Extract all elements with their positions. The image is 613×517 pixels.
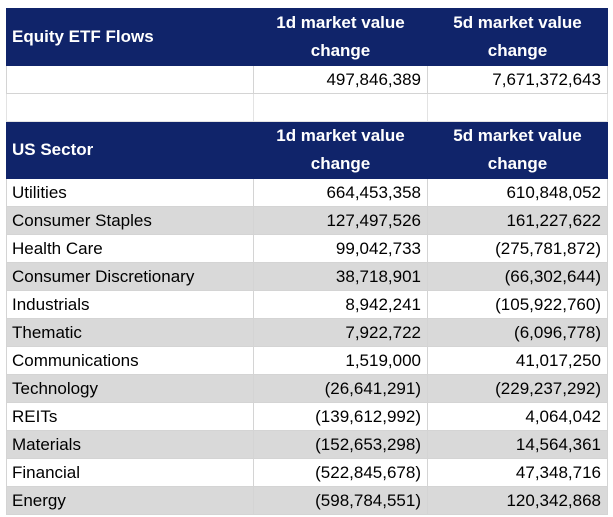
sector-header-1d-line1: 1d market value: [276, 126, 405, 145]
table-row: Financial (522,845,678) 47,348,716: [6, 458, 608, 487]
equity-header-1d-line1: 1d market value: [276, 13, 405, 32]
sector-1d-cell[interactable]: 7,922,722: [253, 318, 428, 347]
sector-name-cell[interactable]: Energy: [6, 486, 254, 515]
sector-5d-cell[interactable]: 47,348,716: [427, 458, 608, 487]
sector-name-cell[interactable]: Consumer Discretionary: [6, 262, 254, 291]
table-row: Technology (26,641,291) (229,237,292): [6, 374, 608, 403]
table-row: REITs (139,612,992) 4,064,042: [6, 402, 608, 431]
sector-header-label[interactable]: US Sector: [6, 121, 254, 179]
sector-1d-cell[interactable]: (26,641,291): [253, 374, 428, 403]
sector-header-1d-line2: change: [310, 154, 371, 173]
blank-cell[interactable]: [427, 93, 608, 122]
sector-name-cell[interactable]: Health Care: [6, 234, 254, 263]
sector-1d-cell[interactable]: (139,612,992): [253, 402, 428, 431]
equity-total-label-cell[interactable]: [6, 65, 254, 94]
equity-total-5d[interactable]: 7,671,372,643: [427, 65, 608, 94]
equity-total-1d[interactable]: 497,846,389: [253, 65, 428, 94]
sector-name-cell[interactable]: Financial: [6, 458, 254, 487]
sector-name-cell[interactable]: Communications: [6, 346, 254, 375]
blank-row: [6, 93, 608, 122]
sector-5d-cell[interactable]: 120,342,868: [427, 486, 608, 515]
sector-5d-cell[interactable]: 41,017,250: [427, 346, 608, 375]
sector-1d-cell[interactable]: (522,845,678): [253, 458, 428, 487]
equity-etf-flows-table: Equity ETF Flows 1d market value change …: [6, 8, 608, 515]
sector-header-5d[interactable]: 5d market value change: [427, 121, 608, 179]
equity-header-5d[interactable]: 5d market value change: [427, 8, 608, 66]
table-row: Consumer Staples 127,497,526 161,227,622: [6, 206, 608, 235]
sector-header-row: US Sector 1d market value change 5d mark…: [6, 121, 608, 179]
sector-5d-cell[interactable]: (275,781,872): [427, 234, 608, 263]
sector-header-5d-line2: change: [487, 154, 548, 173]
table-row: Energy (598,784,551) 120,342,868: [6, 486, 608, 515]
sector-1d-cell[interactable]: 38,718,901: [253, 262, 428, 291]
sector-5d-cell[interactable]: 161,227,622: [427, 206, 608, 235]
table-row: Utilities 664,453,358 610,848,052: [6, 178, 608, 207]
equity-header-1d-line2: change: [310, 41, 371, 60]
sector-5d-cell[interactable]: 610,848,052: [427, 178, 608, 207]
equity-header-5d-line1: 5d market value: [453, 13, 582, 32]
sector-1d-cell[interactable]: 8,942,241: [253, 290, 428, 319]
table-row: Materials (152,653,298) 14,564,361: [6, 430, 608, 459]
sector-name-cell[interactable]: Materials: [6, 430, 254, 459]
sector-1d-cell[interactable]: 127,497,526: [253, 206, 428, 235]
blank-cell[interactable]: [253, 93, 428, 122]
table-row: Consumer Discretionary 38,718,901 (66,302,…: [6, 262, 608, 291]
blank-cell[interactable]: [6, 93, 254, 122]
sector-name-cell[interactable]: Industrials: [6, 290, 254, 319]
sector-rows: Utilities 664,453,358 610,848,052 Consumer …: [6, 178, 608, 515]
table-row: Communications 1,519,000 41,017,250: [6, 346, 608, 375]
sector-name-cell[interactable]: Utilities: [6, 178, 254, 207]
sector-5d-cell[interactable]: (229,237,292): [427, 374, 608, 403]
equity-total-row: 497,846,389 7,671,372,643: [6, 65, 608, 94]
sector-1d-cell[interactable]: 1,519,000: [253, 346, 428, 375]
sector-5d-cell[interactable]: (6,096,778): [427, 318, 608, 347]
table-row: Thematic 7,922,722 (6,096,778): [6, 318, 608, 347]
equity-header-row: Equity ETF Flows 1d market value change …: [6, 8, 608, 66]
table-row: Health Care 99,042,733 (275,781,872): [6, 234, 608, 263]
sector-5d-cell[interactable]: (105,922,760): [427, 290, 608, 319]
sector-5d-cell[interactable]: 4,064,042: [427, 402, 608, 431]
sector-name-cell[interactable]: Consumer Staples: [6, 206, 254, 235]
sector-1d-cell[interactable]: (152,653,298): [253, 430, 428, 459]
sector-name-cell[interactable]: Thematic: [6, 318, 254, 347]
sector-header-1d[interactable]: 1d market value change: [253, 121, 428, 179]
equity-header-label[interactable]: Equity ETF Flows: [6, 8, 254, 66]
spreadsheet: Equity ETF Flows 1d market value change …: [6, 8, 608, 515]
table-row: Industrials 8,942,241 (105,922,760): [6, 290, 608, 319]
sector-header-5d-line1: 5d market value: [453, 126, 582, 145]
sector-1d-cell[interactable]: (598,784,551): [253, 486, 428, 515]
sector-name-cell[interactable]: REITs: [6, 402, 254, 431]
equity-header-1d[interactable]: 1d market value change: [253, 8, 428, 66]
sector-name-cell[interactable]: Technology: [6, 374, 254, 403]
sector-1d-cell[interactable]: 99,042,733: [253, 234, 428, 263]
sector-5d-cell[interactable]: (66,302,644): [427, 262, 608, 291]
sector-5d-cell[interactable]: 14,564,361: [427, 430, 608, 459]
sector-1d-cell[interactable]: 664,453,358: [253, 178, 428, 207]
equity-header-5d-line2: change: [487, 41, 548, 60]
